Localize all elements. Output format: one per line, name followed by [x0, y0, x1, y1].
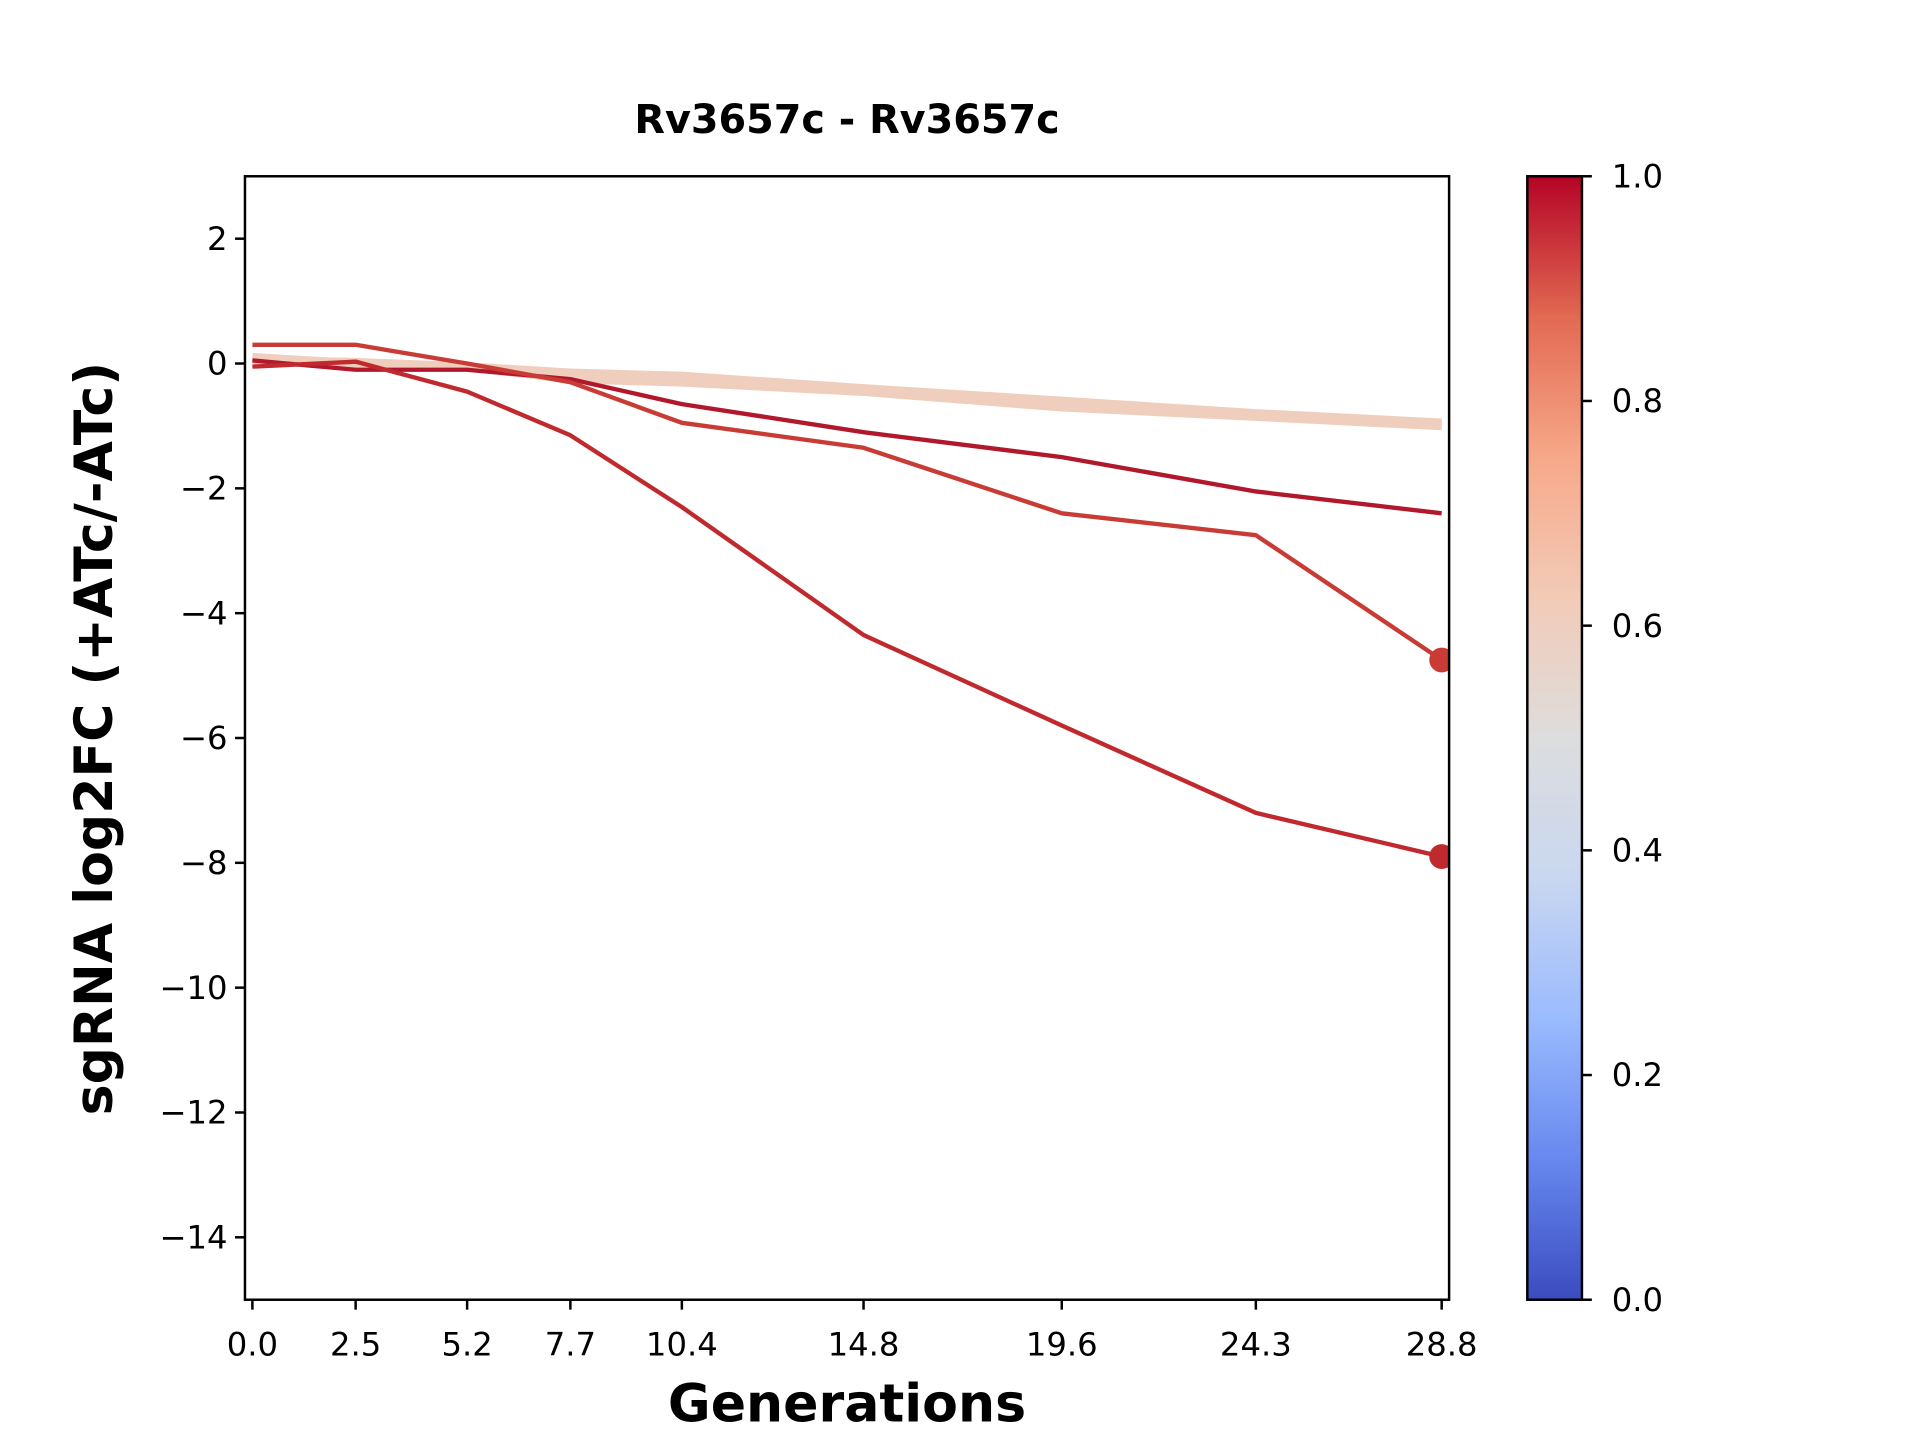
- x-tick-label: 10.4: [646, 1326, 718, 1364]
- x-tick-label: 7.7: [545, 1326, 596, 1364]
- colorbar-tick-label: 0.6: [1612, 607, 1663, 645]
- y-axis-label: sgRNA log2FC (+ATc/-ATc): [65, 362, 125, 1116]
- y-tick-label: −4: [180, 594, 228, 632]
- series-line: [252, 359, 1443, 859]
- chart-title: Rv3657c - Rv3657c: [634, 97, 1059, 143]
- colorbar: [1527, 176, 1582, 1300]
- x-tick-label: 24.3: [1220, 1326, 1292, 1364]
- y-tick-label: 2: [207, 220, 228, 258]
- x-tick-label: 28.8: [1406, 1326, 1478, 1364]
- y-tick-label: −14: [159, 1218, 227, 1256]
- y-tick-label: 0: [207, 345, 228, 383]
- colorbar-tick-label: 1.0: [1612, 157, 1663, 195]
- colorbar-tick-label: 0.0: [1612, 1281, 1663, 1319]
- series-line: [252, 342, 1443, 662]
- y-tick-label: −2: [180, 470, 228, 508]
- x-tick-label: 0.0: [227, 1326, 278, 1364]
- end-marker: [1429, 647, 1450, 673]
- end-marker: [1429, 844, 1450, 869]
- y-tick-label: −10: [159, 969, 227, 1007]
- x-tick-label: 19.6: [1026, 1326, 1098, 1364]
- colorbar-frame: [1526, 175, 1584, 1301]
- y-tick-label: −6: [180, 719, 228, 757]
- colorbar-tick-label: 0.4: [1612, 832, 1663, 870]
- x-tick-label: 5.2: [441, 1326, 492, 1364]
- x-tick-label: 14.8: [828, 1326, 900, 1364]
- y-tick-label: −12: [159, 1094, 227, 1132]
- x-axis-label: Generations: [668, 1374, 1026, 1434]
- colorbar-tick-label: 0.8: [1612, 382, 1663, 420]
- y-tick-label: −8: [180, 844, 228, 882]
- colorbar-tick-label: 0.2: [1612, 1056, 1663, 1094]
- series-line: [252, 356, 1442, 431]
- plot-area: [252, 342, 1450, 869]
- x-tick-label: 2.5: [330, 1326, 381, 1364]
- axes-frame: [243, 175, 1451, 1301]
